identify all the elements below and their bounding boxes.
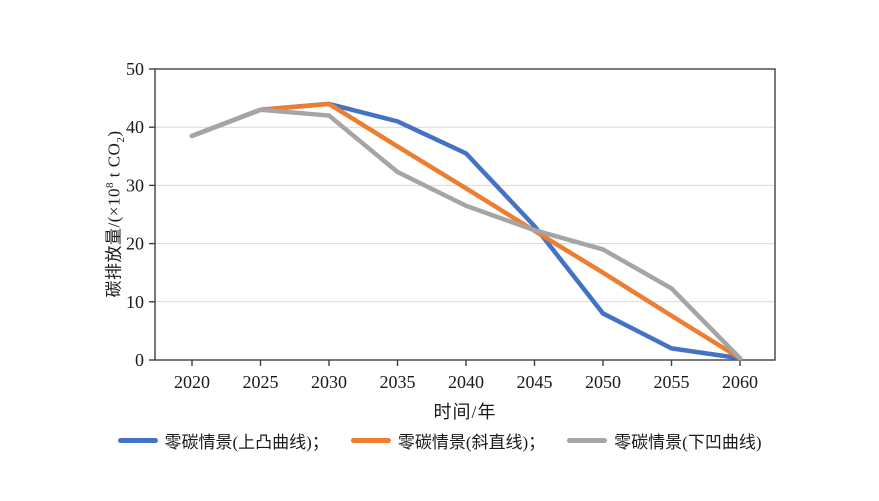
legend-item-straight: 零碳情景(斜直线)； [350, 428, 546, 453]
legend-item-convex: 零碳情景(上凸曲线)； [117, 428, 329, 453]
x-tick-label-2040: 2040 [448, 372, 484, 392]
y-axis-title-subscript: 2 [114, 136, 127, 143]
y-axis-title-unit: t CO [104, 142, 124, 183]
y-axis-title-text: 碳排放量/(×10 [104, 188, 124, 298]
y-tick-label-20: 20 [126, 234, 144, 254]
legend-label: 零碳情景(上凸曲线)； [164, 433, 329, 452]
x-tick-label-2025: 2025 [243, 372, 279, 392]
legend-item-concave: 零碳情景(下凹曲线) [567, 428, 761, 453]
x-tick-label-2030: 2030 [311, 372, 347, 392]
y-tick-label-50: 50 [126, 59, 144, 79]
y-tick-label-10: 10 [126, 292, 144, 312]
legend-line-swatch-blue [117, 438, 158, 443]
x-tick-label-2020: 2020 [174, 372, 210, 392]
legend-line-swatch-gray [567, 438, 608, 443]
legend-label: 零碳情景(下凹曲线) [614, 433, 762, 452]
series-line-1 [189, 101, 743, 361]
x-tick-label-2050: 2050 [585, 372, 621, 392]
series-line-0 [189, 101, 743, 361]
y-tick-label-40: 40 [126, 117, 144, 137]
y-tick-label-30: 30 [126, 175, 144, 195]
x-axis-title: 时间/年 [433, 402, 497, 422]
plot-frame [154, 68, 776, 361]
series-line-2 [189, 107, 743, 361]
x-tick-label-2035: 2035 [380, 372, 416, 392]
legend: 零碳情景(上凸曲线)； 零碳情景(斜直线)； 零碳情景(下凹曲线) [0, 428, 879, 453]
x-tick-label-2055: 2055 [654, 372, 690, 392]
y-axis-title-close: ) [104, 130, 124, 137]
y-tick-label-0: 0 [135, 350, 144, 370]
legend-label: 零碳情景(斜直线)； [397, 433, 546, 452]
y-axis-title-superscript: 8 [103, 182, 116, 189]
x-tick-label-2060: 2060 [722, 372, 758, 392]
legend-line-swatch-orange [350, 438, 391, 443]
y-axis-title: 碳排放量/(×108 t CO2) [100, 130, 127, 298]
x-tick-label-2045: 2045 [517, 372, 553, 392]
